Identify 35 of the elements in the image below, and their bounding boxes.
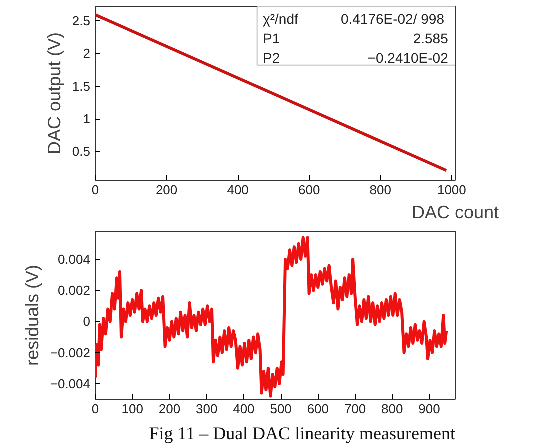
x-tick-label: 400 xyxy=(233,402,255,416)
y-tick-label: 0.002 xyxy=(58,283,91,298)
y-axis-title: residuals (V) xyxy=(22,264,42,366)
annotation: 0.4176E-02/ 998 xyxy=(340,10,445,27)
line-series xyxy=(96,236,448,398)
x-tick-label: 700 xyxy=(344,402,366,416)
x-tick-label: 900 xyxy=(418,402,440,416)
y-axis-title: DAC output (V) xyxy=(44,32,64,155)
annotation: −0.2410E-02 xyxy=(368,50,449,66)
x-tick-label: 600 xyxy=(298,182,320,198)
y-tick-label: 2 xyxy=(83,46,91,62)
y-tick-label: 0.004 xyxy=(58,252,91,267)
x-tick-label: 500 xyxy=(270,402,292,416)
x-tick-label: 600 xyxy=(307,402,330,416)
y-tick-label: 0 xyxy=(83,314,91,330)
x-tick-label: 1000 xyxy=(437,182,466,198)
x-tick-label: 800 xyxy=(382,402,404,416)
y-tick-label: −0.002 xyxy=(50,345,90,360)
y-tick-label: 1 xyxy=(83,112,91,127)
y-tick-label: 0.5 xyxy=(72,144,91,160)
x-axis-title: DAC count xyxy=(412,202,500,222)
x-tick-label: 200 xyxy=(158,402,181,416)
annotation: P2 xyxy=(263,50,280,66)
y-tick-label: −0.004 xyxy=(50,376,90,392)
x-tick-label: 100 xyxy=(122,402,144,416)
annotation: 2.585 xyxy=(413,30,449,47)
y-tick-label: 2.5 xyxy=(72,13,91,28)
y-tick-label: 1.5 xyxy=(72,78,91,94)
caption: Fig 11 – Dual DAC linearity measurement xyxy=(149,424,456,444)
annotation: χ²/ndf xyxy=(263,10,298,27)
x-tick-label: 200 xyxy=(156,182,178,198)
x-tick-label: 800 xyxy=(370,182,392,198)
x-tick-label: 300 xyxy=(196,402,218,416)
x-tick-label: 400 xyxy=(227,182,249,198)
annotation: P1 xyxy=(263,30,280,47)
